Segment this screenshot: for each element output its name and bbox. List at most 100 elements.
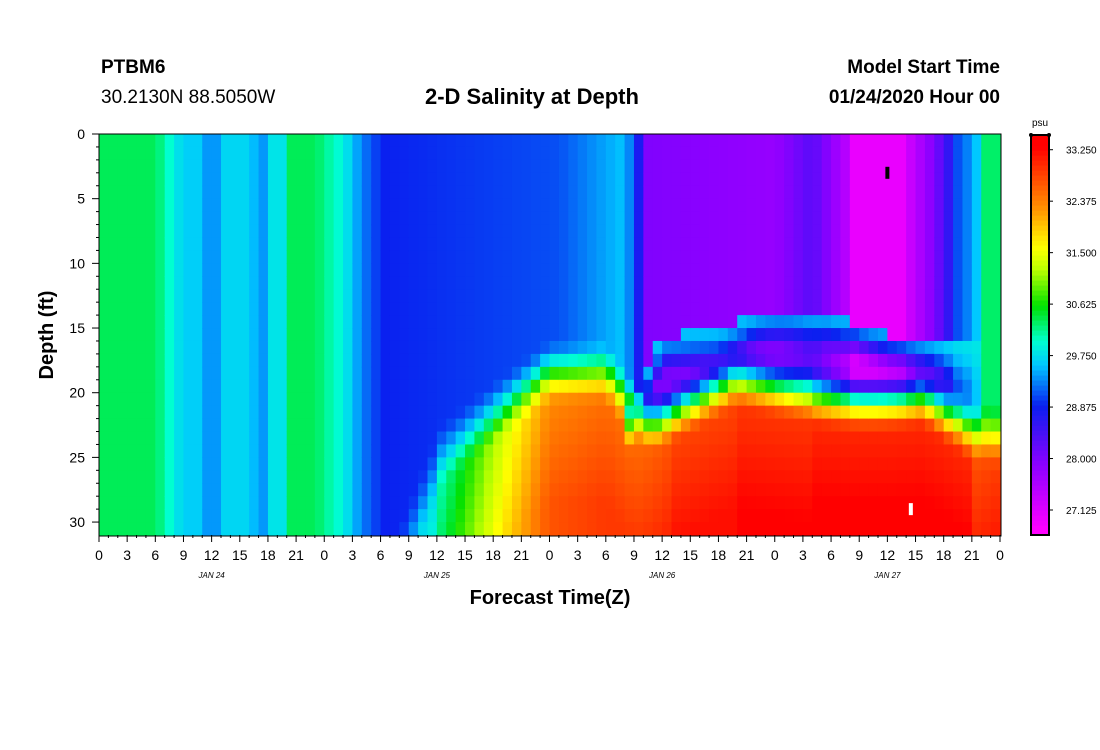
heatmap-cell [155, 328, 166, 342]
heatmap-cell [849, 198, 860, 213]
heatmap-cell [718, 379, 729, 394]
heatmap-cell [521, 366, 532, 381]
heatmap-cell [127, 263, 138, 277]
heatmap-cell [521, 159, 532, 174]
heatmap-cell [521, 276, 532, 290]
heatmap-cell [793, 418, 804, 433]
heatmap-cell [943, 146, 954, 161]
heatmap-cell [596, 353, 607, 368]
heatmap-cell [887, 431, 898, 446]
heatmap-cell [877, 340, 888, 355]
heatmap-cell [577, 263, 588, 277]
heatmap-cell [474, 366, 485, 381]
heatmap-cell [183, 172, 194, 187]
heatmap-cell [990, 302, 1001, 316]
heatmap-cell [418, 237, 429, 252]
heatmap-cell [145, 134, 156, 148]
heatmap-cell [230, 185, 241, 200]
heatmap-cell [558, 379, 569, 394]
heatmap-cell [436, 134, 447, 148]
heatmap-cell [324, 431, 335, 446]
heatmap-cell [671, 379, 682, 394]
heatmap-cell [906, 250, 917, 264]
heatmap-cell [483, 496, 494, 510]
heatmap-cell [587, 263, 598, 277]
heatmap-cell [267, 237, 278, 252]
heatmap-cell [211, 237, 222, 252]
heatmap-cell [624, 198, 635, 213]
heatmap-cell [418, 315, 429, 329]
heatmap-cell [145, 237, 156, 252]
heatmap-cell [784, 392, 795, 407]
heatmap-cell [493, 146, 504, 161]
heatmap-cell [389, 263, 400, 277]
heatmap-cell [981, 276, 992, 290]
heatmap-cell [465, 172, 476, 187]
heatmap-cell [239, 276, 250, 290]
heatmap-cell [455, 146, 466, 161]
heatmap-cell [962, 496, 973, 510]
heatmap-cell [680, 418, 691, 433]
heatmap-cell [108, 146, 119, 161]
heatmap-cell [924, 263, 935, 277]
heatmap-cell [483, 457, 494, 471]
heatmap-cell [436, 353, 447, 368]
heatmap-cell [709, 263, 720, 277]
heatmap-cell [521, 134, 532, 148]
heatmap-cell [633, 263, 644, 277]
heatmap-cell [502, 379, 513, 394]
heatmap-cell [624, 211, 635, 226]
heatmap-cell [117, 315, 128, 329]
heatmap-cell [155, 340, 166, 355]
heatmap-cell [699, 237, 710, 252]
colorbar-tick-label: 28.000 [1066, 455, 1097, 466]
heatmap-cell [943, 483, 954, 497]
heatmap-cell [643, 483, 654, 497]
extreme-markers [885, 166, 913, 516]
heatmap-cell [389, 431, 400, 446]
heatmap-cell [962, 444, 973, 458]
heatmap-cell [108, 444, 119, 458]
heatmap-cell [558, 224, 569, 239]
heatmap-cell [549, 237, 560, 252]
heatmap-cell [99, 146, 109, 161]
heatmap-cell [671, 444, 682, 458]
heatmap-cell [568, 250, 579, 264]
heatmap-cell [587, 185, 598, 200]
heatmap-cell [183, 340, 194, 355]
heatmap-cell [277, 418, 288, 433]
heatmap-cell [727, 353, 738, 368]
heatmap-cell [971, 392, 982, 407]
heatmap-cell [680, 509, 691, 523]
heatmap-cell [314, 185, 325, 200]
colorbar-segment [1031, 300, 1049, 306]
colorbar-tick-label: 28.875 [1066, 403, 1097, 414]
heatmap-cell [99, 457, 109, 471]
heatmap-cell [511, 328, 522, 342]
heatmap-cell [183, 224, 194, 239]
y-tick-label: 15 [69, 320, 85, 336]
heatmap-cell [258, 263, 269, 277]
heatmap-cell [352, 159, 363, 174]
heatmap-cell [267, 302, 278, 316]
colorbar-segment [1031, 305, 1049, 311]
heatmap-cell [577, 302, 588, 316]
heatmap-cell [718, 483, 729, 497]
heatmap-cell [493, 496, 504, 510]
heatmap-cell [906, 237, 917, 252]
heatmap-cell [99, 392, 109, 407]
heatmap-cell [333, 328, 344, 342]
heatmap-cell [831, 211, 842, 226]
heatmap-cell [371, 379, 382, 394]
heatmap-cell [802, 483, 813, 497]
heatmap-cell [352, 379, 363, 394]
heatmap-cell [333, 509, 344, 523]
heatmap-cell [361, 185, 372, 200]
heatmap-cell [239, 405, 250, 420]
heatmap-cell [934, 418, 945, 433]
heatmap-cell [849, 159, 860, 174]
heatmap-cell [239, 496, 250, 510]
heatmap-cell [502, 366, 513, 381]
heatmap-cell [540, 328, 551, 342]
heatmap-cell [605, 470, 616, 484]
